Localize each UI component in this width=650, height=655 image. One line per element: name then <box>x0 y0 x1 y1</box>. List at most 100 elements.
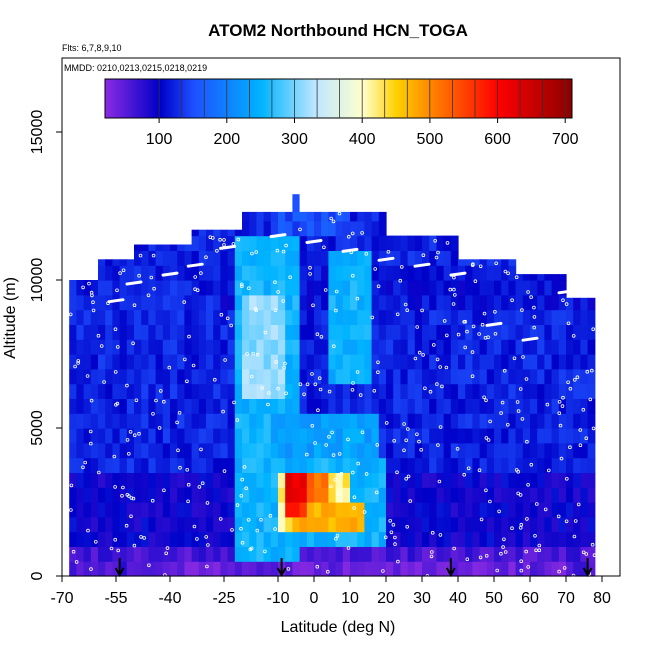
heatmap-cell <box>429 546 437 562</box>
heatmap-cell <box>242 354 250 370</box>
sample-point <box>186 482 191 487</box>
heatmap-cell <box>105 280 113 296</box>
heatmap-cell <box>126 339 135 355</box>
sample-point <box>245 352 249 356</box>
heatmap-cell <box>537 294 545 311</box>
heatmap-cell <box>472 383 481 399</box>
heatmap-cell <box>278 428 286 444</box>
colorbar-segment <box>218 79 221 118</box>
colorbar-segment <box>461 79 463 118</box>
heatmap-cell <box>342 339 351 355</box>
heatmap-cell <box>314 211 322 222</box>
heatmap-cell <box>494 428 502 444</box>
sample-point <box>557 569 561 574</box>
sample-point <box>334 308 338 313</box>
heatmap-cell <box>580 354 589 370</box>
heatmap-cell <box>573 413 581 429</box>
heatmap-cell <box>393 531 401 547</box>
heatmap-cell <box>213 309 221 325</box>
colorbar-segment <box>332 79 335 118</box>
heatmap-cell <box>364 265 373 281</box>
sample-point <box>154 398 158 403</box>
heatmap-cell <box>141 339 149 355</box>
heatmap-cell <box>400 442 409 459</box>
colorbar-segment <box>279 79 282 118</box>
heatmap-cell <box>170 383 178 399</box>
colorbar-segment <box>400 79 402 118</box>
heatmap-cell <box>357 309 365 325</box>
sample-point <box>488 419 492 424</box>
heatmap-cell <box>508 561 517 577</box>
heatmap-cell <box>90 561 99 577</box>
heatmap-cell <box>119 383 128 399</box>
heatmap-cell <box>191 413 200 429</box>
heatmap-cell <box>213 398 221 414</box>
colorbar-segment <box>141 79 144 118</box>
heatmap-cell <box>184 398 193 414</box>
colorbar-segment <box>358 79 360 118</box>
heatmap-cell <box>155 546 164 562</box>
heatmap-cell <box>249 383 257 399</box>
sample-point <box>499 551 503 556</box>
sample-point <box>486 438 491 442</box>
sample-point <box>436 443 440 447</box>
sample-point <box>564 302 569 306</box>
heatmap-cell <box>198 368 207 385</box>
heatmap-cell <box>530 442 538 459</box>
heatmap-cell <box>285 442 293 459</box>
heatmap-cell <box>184 428 193 444</box>
sample-point <box>408 499 413 503</box>
sample-point <box>557 411 562 416</box>
heatmap-cell <box>278 546 286 562</box>
heatmap-cell <box>386 546 394 562</box>
sample-point <box>239 526 243 531</box>
heatmap-cell <box>134 398 142 414</box>
heatmap-cell <box>191 442 200 459</box>
heatmap-cell <box>328 546 337 562</box>
heatmap-cell <box>155 368 164 385</box>
colorbar-segment <box>283 79 286 118</box>
colorbar-segment <box>396 79 398 118</box>
sample-point <box>113 327 118 332</box>
colorbar-segment <box>310 79 313 118</box>
sample-point <box>591 426 596 431</box>
heatmap-cell <box>544 280 553 296</box>
heatmap-cell <box>378 354 387 370</box>
heatmap-cell <box>350 324 358 340</box>
heatmap-cell <box>191 294 200 311</box>
heatmap-cell <box>98 354 106 370</box>
heatmap-cell <box>83 472 92 488</box>
heatmap-cell <box>249 502 257 518</box>
colorbar-segment <box>410 79 413 118</box>
sample-point <box>526 482 530 487</box>
heatmap-cell <box>256 398 265 414</box>
heatmap-cell <box>350 220 358 237</box>
sample-point <box>318 387 323 392</box>
heatmap-cell <box>537 280 545 296</box>
heatmap-cell <box>112 294 121 311</box>
heatmap-cell <box>162 265 171 281</box>
heatmap-cell <box>141 546 149 562</box>
colorbar-segment <box>387 79 390 118</box>
heatmap-cell <box>501 354 509 370</box>
heatmap-cell <box>105 309 113 325</box>
heatmap-cell <box>342 280 351 296</box>
heatmap-cell <box>407 487 416 503</box>
heatmap-cell <box>407 265 416 281</box>
sample-point <box>69 483 74 488</box>
heatmap-cell <box>494 309 502 325</box>
heatmap-cell <box>393 339 401 355</box>
heatmap-cell <box>314 457 322 473</box>
colorbar-segment <box>240 79 243 118</box>
heatmap-cell <box>206 398 214 414</box>
heatmap-cell <box>321 354 329 370</box>
colorbar-segment <box>132 79 134 118</box>
sample-point <box>478 555 483 560</box>
heatmap-cell <box>83 487 92 503</box>
heatmap-cell <box>256 487 265 503</box>
heatmap-cell <box>191 472 200 488</box>
sample-point <box>435 382 439 386</box>
heatmap-cell <box>263 428 272 444</box>
heatmap-cell <box>407 383 416 399</box>
heatmap-cell <box>112 487 121 503</box>
